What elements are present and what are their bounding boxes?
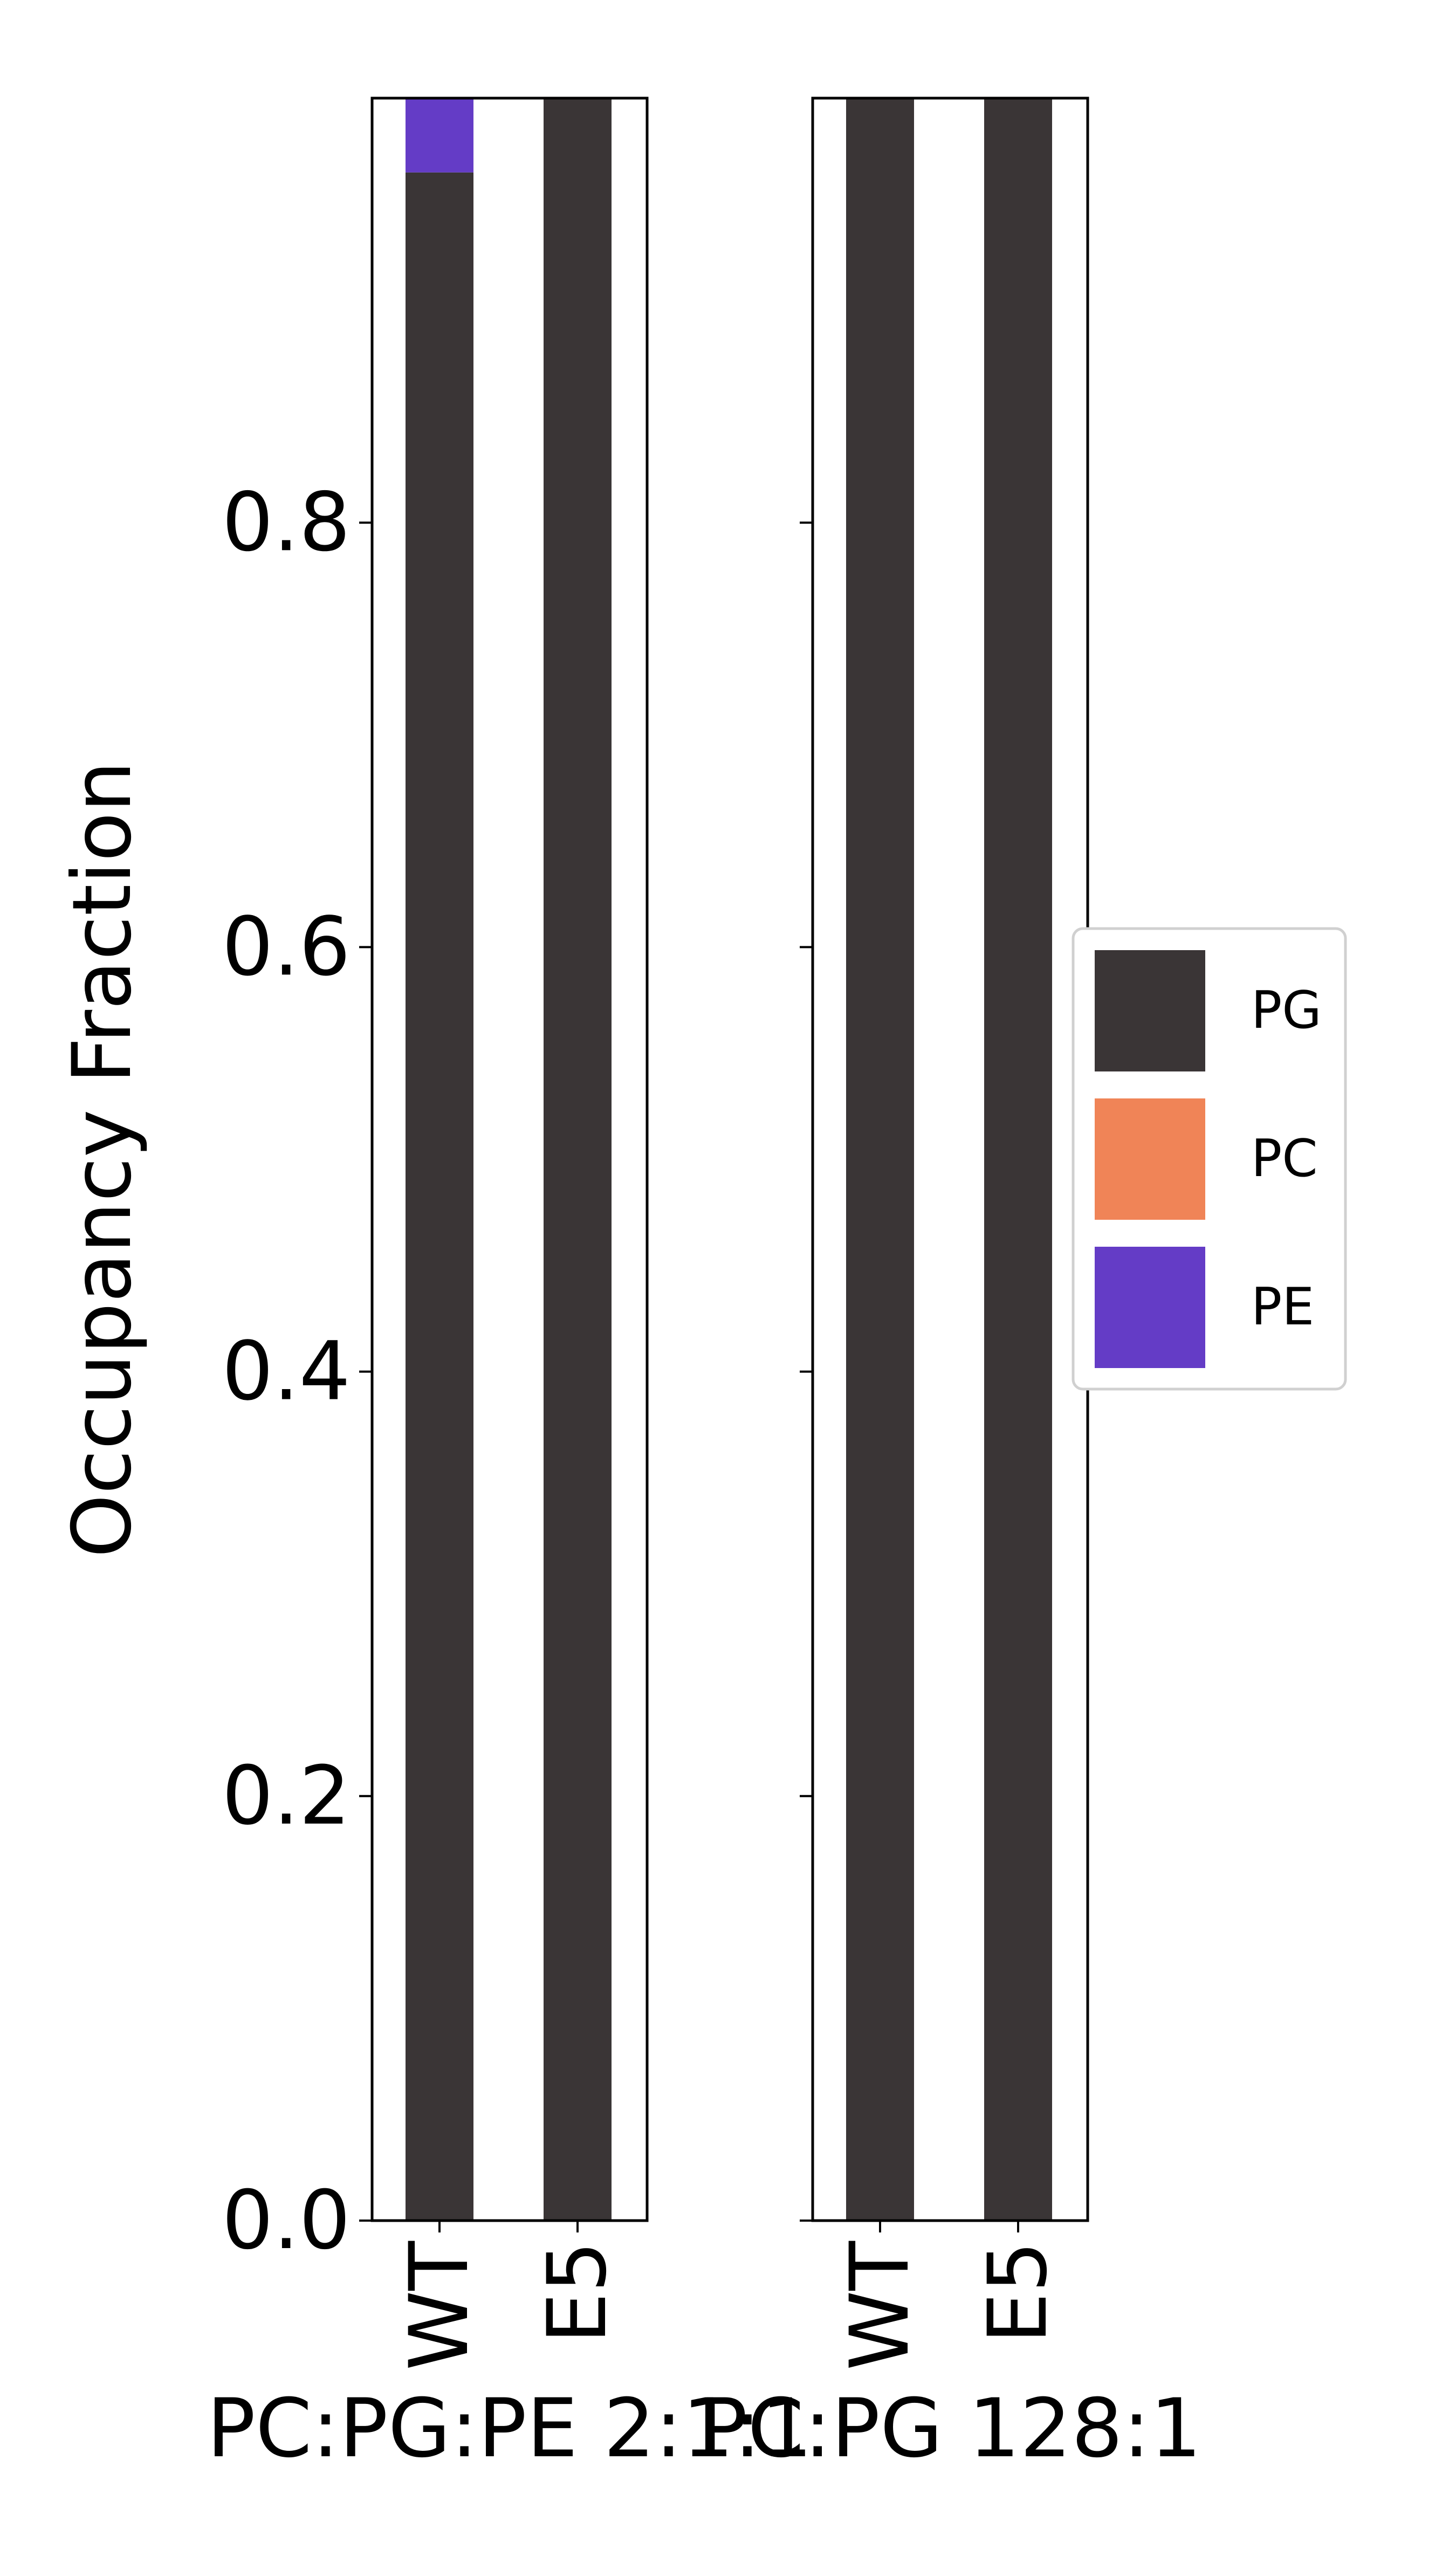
y-tick-label: 0.0 <box>222 2174 351 2268</box>
legend: PG PC PE <box>1072 927 1347 1391</box>
legend-label-pg: PG <box>1251 981 1322 1040</box>
bar-pg-wt-panel2 <box>846 98 914 2221</box>
bars-layer <box>406 98 1052 2221</box>
x-tick-label: E5 <box>971 2241 1065 2344</box>
bar-pg-e5-panel1 <box>544 98 612 2221</box>
legend-label-pe: PE <box>1251 1277 1314 1337</box>
bar-pg-wt-panel1 <box>406 172 473 2221</box>
axes-layer <box>370 97 1089 2222</box>
x-axis-label: PC:PG 128:1 <box>699 2382 1201 2476</box>
bar-pe-wt-panel1 <box>406 98 473 173</box>
x-tick-label: WT <box>833 2241 927 2371</box>
legend-label-pc: PC <box>1251 1129 1318 1188</box>
x-tick-label: E5 <box>531 2241 624 2344</box>
bar-pg-e5-panel2 <box>984 98 1052 2221</box>
y-tick-label: 0.6 <box>222 900 351 994</box>
labels-layer: WT E50.00.20.40.60.8PC:PG:PE 2:1:1WT E5PC:… <box>56 476 1201 2476</box>
legend-swatch-pc <box>1095 1098 1205 1220</box>
ticks-layer <box>359 521 1019 2232</box>
y-tick-label: 0.4 <box>222 1325 351 1419</box>
y-axis-label: Occupancy Fraction <box>56 761 149 1558</box>
x-axis-label: PC:PG:PE 2:1:1 <box>207 2382 812 2476</box>
y-tick-label: 0.2 <box>222 1749 351 1843</box>
x-tick-label: WT <box>393 2241 486 2371</box>
legend-swatch-pg <box>1095 950 1205 1071</box>
axes-frame-panel1 <box>370 97 649 2222</box>
y-tick-label: 0.8 <box>222 476 351 569</box>
legend-swatch-pe <box>1095 1247 1205 1368</box>
